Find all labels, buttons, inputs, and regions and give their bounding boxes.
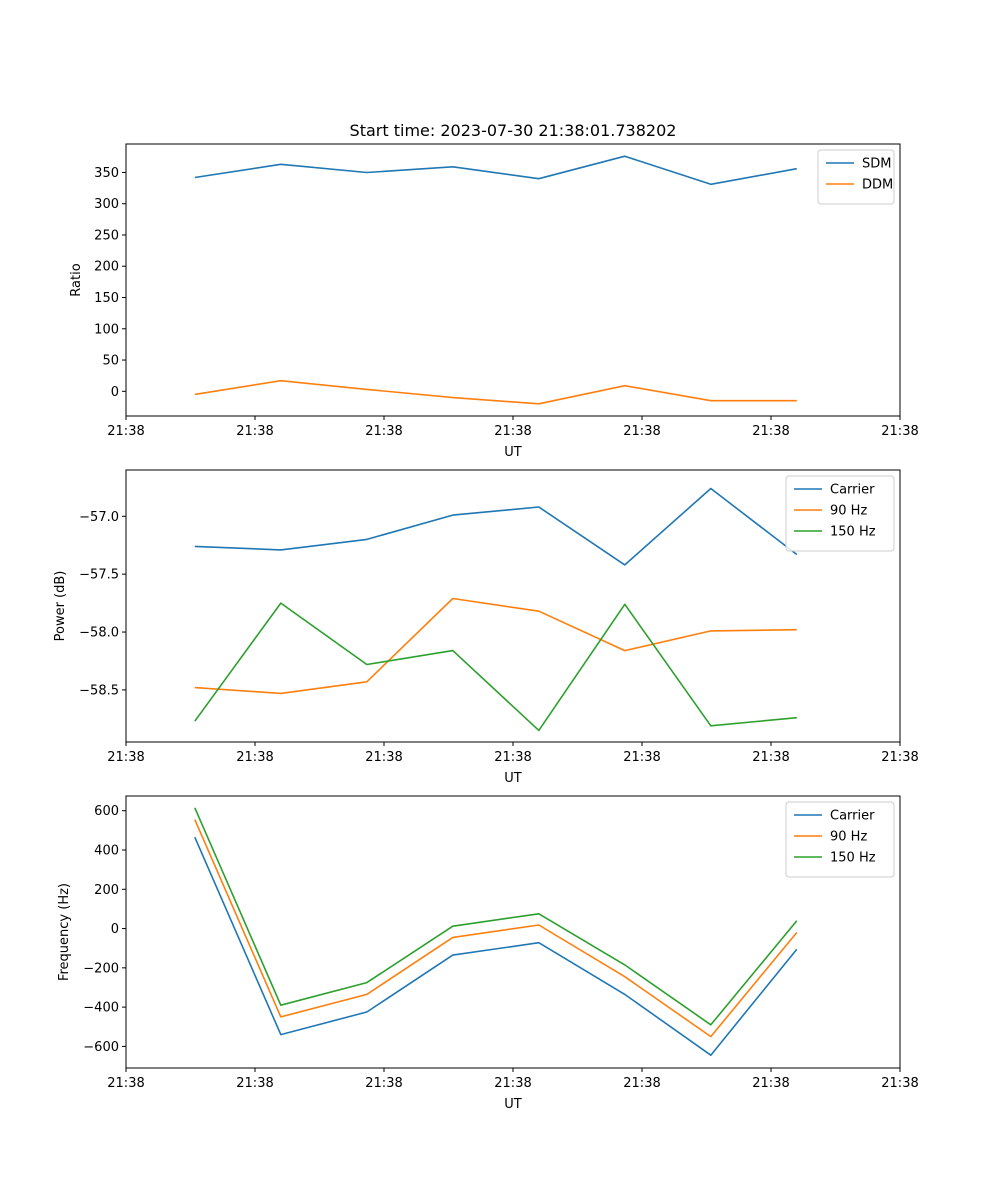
x-tick-label: 21:38 — [494, 424, 531, 439]
y-tick-label: −57.5 — [79, 568, 119, 583]
y-tick-label: −400 — [83, 1001, 119, 1016]
y-tick-label: 200 — [94, 260, 119, 275]
legend-entry: 90 Hz — [830, 830, 867, 845]
series-line-carrier — [194, 836, 798, 1056]
y-tick-label: 300 — [94, 197, 119, 212]
x-tick-label: 21:38 — [881, 1076, 918, 1091]
legend-entry: Carrier — [830, 483, 875, 498]
x-tick-label: 21:38 — [881, 750, 918, 765]
x-tick-label: 21:38 — [752, 424, 789, 439]
frequency-panel: 21:38 21:38 21:38 21:38 21:38 21:38 21:38 −600 −… — [57, 795, 919, 1112]
x-tick-label: 21:38 — [236, 424, 273, 439]
series-line-90-hz — [194, 597, 797, 695]
y-tick-label: −57.0 — [79, 510, 119, 525]
y-tick-label: 0 — [111, 385, 119, 400]
y-tick-label: 250 — [94, 228, 119, 243]
legend: Carrier 90 Hz 150 Hz — [785, 475, 895, 552]
legend-entry: 90 Hz — [830, 504, 867, 519]
legend-entry: Carrier — [830, 809, 875, 824]
chart-title: Start time: 2023-07-30 21:38:01.738202 — [350, 121, 677, 140]
y-tick-label: 350 — [94, 166, 119, 181]
y-tick-label: 200 — [94, 883, 119, 898]
x-tick-label: 21:38 — [623, 1076, 660, 1091]
series-line-90-hz — [194, 819, 798, 1038]
power-panel: 21:38 21:38 21:38 21:38 21:38 21:38 21:38 −58.5… — [53, 469, 919, 786]
x-tick-label: 21:38 — [623, 424, 660, 439]
x-tick-label: 21:38 — [365, 1076, 402, 1091]
x-tick-label: 21:38 — [881, 424, 918, 439]
series-line-carrier — [194, 487, 798, 566]
series-line-150-hz — [194, 807, 798, 1026]
y-axis-label: Ratio — [69, 263, 84, 296]
x-tick-label: 21:38 — [494, 1076, 531, 1091]
y-tick-label: 100 — [94, 322, 119, 337]
y-tick-label: 150 — [94, 291, 119, 306]
x-tick-label: 21:38 — [494, 750, 531, 765]
y-tick-label: 0 — [111, 922, 119, 937]
y-tick-label: −600 — [83, 1040, 119, 1055]
x-tick-label: 21:38 — [107, 424, 144, 439]
y-tick-label: 50 — [102, 354, 119, 369]
x-tick-label: 21:38 — [752, 1076, 789, 1091]
x-tick-label: 21:38 — [107, 750, 144, 765]
y-tick-label: 600 — [94, 804, 119, 819]
legend-entry: 150 Hz — [830, 851, 876, 866]
y-tick-label: −58.0 — [79, 626, 119, 641]
series-line-150-hz — [194, 602, 797, 732]
legend-box — [785, 475, 895, 552]
y-axis-label: Power (dB) — [53, 571, 68, 642]
x-tick-label: 21:38 — [107, 1076, 144, 1091]
x-tick-label: 21:38 — [623, 750, 660, 765]
legend: Carrier 90 Hz 150 Hz — [785, 801, 895, 878]
x-tick-label: 21:38 — [365, 750, 402, 765]
series-line-ddm — [194, 379, 797, 405]
legend-entry: DDM — [862, 178, 893, 193]
x-tick-label: 21:38 — [365, 424, 402, 439]
axes-frame — [125, 795, 901, 1069]
axes-frame — [125, 469, 901, 743]
legend-entry: SDM — [862, 157, 891, 172]
y-tick-label: 400 — [94, 844, 119, 859]
y-tick-label: −58.5 — [79, 683, 119, 698]
x-axis-label: UT — [504, 445, 522, 460]
x-axis-label: UT — [504, 1097, 522, 1112]
x-tick-label: 21:38 — [236, 1076, 273, 1091]
y-axis-label: Frequency (Hz) — [57, 883, 72, 981]
axes-frame — [125, 143, 901, 417]
x-tick-label: 21:38 — [752, 750, 789, 765]
x-axis-label: UT — [504, 771, 522, 786]
legend-entry: 150 Hz — [830, 525, 876, 540]
legend: SDM DDM — [817, 149, 895, 205]
y-tick-label: −200 — [83, 961, 119, 976]
legend-box — [785, 801, 895, 878]
ratio-panel: 21:38 21:38 21:38 21:38 21:38 21:38 21:38 0 50 10… — [69, 121, 919, 460]
x-tick-label: 21:38 — [236, 750, 273, 765]
series-line-sdm — [194, 155, 797, 186]
